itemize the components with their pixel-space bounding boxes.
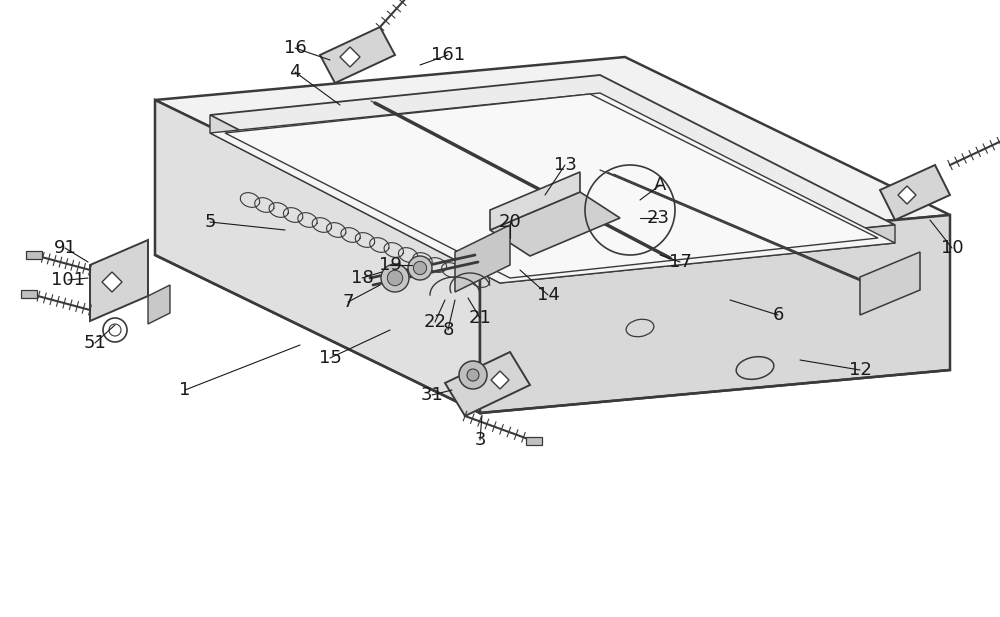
Text: 101: 101 [51,271,85,289]
Polygon shape [26,251,42,259]
Text: 13: 13 [554,156,576,174]
Polygon shape [860,252,920,315]
Circle shape [459,361,487,389]
Text: 5: 5 [204,213,216,231]
Polygon shape [526,437,542,445]
Text: 15: 15 [319,349,341,367]
Polygon shape [491,371,509,389]
Polygon shape [480,215,950,413]
Circle shape [467,369,479,381]
Text: 7: 7 [342,293,354,311]
Circle shape [408,256,432,280]
Text: 22: 22 [424,313,446,331]
Text: 161: 161 [431,46,465,64]
Text: 18: 18 [351,269,373,287]
Text: 3: 3 [474,431,486,449]
Polygon shape [320,27,395,83]
Polygon shape [490,192,620,256]
Circle shape [387,270,403,286]
Polygon shape [490,172,580,230]
Text: 19: 19 [379,256,401,274]
Polygon shape [898,186,916,204]
Text: 91: 91 [54,239,76,257]
Text: 16: 16 [284,39,306,57]
Circle shape [413,262,427,275]
Circle shape [381,264,409,292]
Text: 6: 6 [772,306,784,324]
Text: 51: 51 [84,334,106,352]
Polygon shape [148,285,170,324]
Polygon shape [455,225,510,292]
Polygon shape [21,290,37,297]
Polygon shape [90,240,148,321]
Text: 1: 1 [179,381,191,399]
Polygon shape [225,94,878,278]
Polygon shape [102,272,122,292]
Text: 31: 31 [421,386,443,404]
Text: 10: 10 [941,239,963,257]
Text: 4: 4 [289,63,301,81]
Polygon shape [155,57,950,258]
Polygon shape [210,93,895,283]
Polygon shape [445,352,530,416]
Text: 12: 12 [849,361,871,379]
Polygon shape [500,225,895,283]
Polygon shape [210,75,895,265]
Polygon shape [155,100,480,413]
Text: 14: 14 [537,286,559,304]
Polygon shape [210,115,500,283]
Text: A: A [654,176,666,194]
Text: 20: 20 [499,213,521,231]
Text: 17: 17 [669,253,691,271]
Text: 21: 21 [469,309,491,327]
Text: 8: 8 [442,321,454,339]
Polygon shape [340,47,360,67]
Text: 23: 23 [646,209,670,227]
Polygon shape [880,165,950,220]
